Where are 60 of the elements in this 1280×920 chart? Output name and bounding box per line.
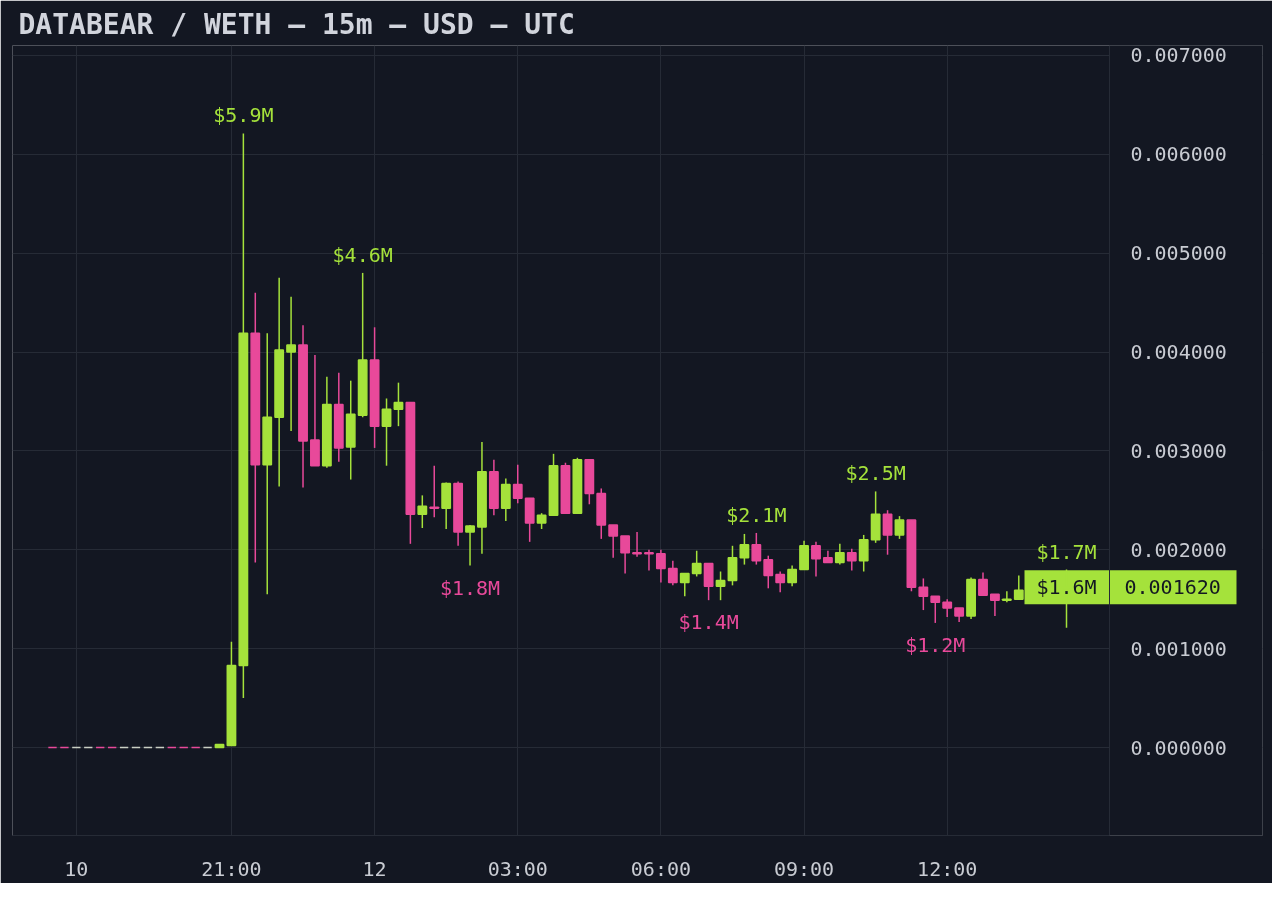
candlestick	[667, 559, 678, 587]
candlestick	[381, 397, 392, 467]
annotation: $4.6M	[332, 242, 393, 267]
candlestick	[882, 509, 893, 556]
candlestick	[655, 549, 666, 584]
candlestick	[644, 549, 654, 572]
x-tick-label: 09:00	[773, 856, 835, 881]
candlestick	[620, 535, 631, 575]
x-tick-label: 03:00	[487, 856, 548, 881]
candlestick	[691, 549, 702, 578]
candlestick	[834, 543, 845, 566]
annotation: $5.9M	[213, 103, 274, 128]
candlestick	[799, 540, 809, 571]
annotation: $1.2M	[905, 632, 966, 657]
annotation: $1.4M	[678, 610, 739, 635]
y-tick-label: 0.004000	[1130, 340, 1227, 365]
candlestick	[978, 571, 988, 596]
candlestick	[894, 515, 905, 540]
candlestick	[739, 533, 750, 566]
candlestick	[787, 564, 798, 588]
candlestick	[632, 531, 642, 558]
candlestick	[775, 570, 786, 594]
y-tick-label: 0.002000	[1130, 537, 1227, 562]
candlestick	[608, 524, 619, 559]
chart-title: DATABEAR / WETH — 15m — USD — UTC	[18, 7, 575, 41]
y-tick-label: 0.007000	[1130, 43, 1227, 68]
x-tick-label: 12:00	[917, 856, 978, 881]
candlestick	[1001, 590, 1012, 603]
candlestick	[846, 548, 857, 572]
y-tick-label: 0.001000	[1130, 636, 1227, 661]
candlestick	[512, 463, 523, 505]
candlestick	[417, 494, 428, 529]
candlestick	[763, 554, 774, 590]
candlestick	[930, 595, 941, 624]
candlestick	[811, 541, 821, 578]
x-tick-label: 12	[362, 856, 387, 881]
annotation: $1.7M	[1036, 539, 1097, 564]
candlestick	[858, 534, 869, 573]
x-tick-label: 21:00	[201, 856, 262, 881]
y-tick-label: 0.003000	[1130, 438, 1227, 463]
x-tick-label: 06:00	[630, 856, 692, 881]
candlestick	[429, 464, 440, 518]
candlestick	[500, 477, 511, 522]
x-tick-label: 10	[64, 856, 89, 881]
candlestick	[465, 524, 475, 567]
y-tick-label: 0.006000	[1130, 142, 1227, 167]
candlestick	[679, 572, 690, 597]
y-tick-label: 0.005000	[1130, 241, 1227, 266]
candlestick	[751, 532, 762, 566]
candlestick	[918, 577, 929, 611]
candlestick	[703, 562, 714, 601]
candlestick	[727, 545, 738, 587]
ref-line-label: 0.001620	[1124, 575, 1221, 600]
annotation: $2.1M	[726, 502, 787, 527]
annotation: $1.6M	[1036, 575, 1097, 600]
y-tick-label: 0.000000	[1130, 735, 1227, 760]
candlestick	[286, 295, 297, 432]
annotation: $2.5M	[845, 461, 906, 486]
annotation: $1.8M	[439, 575, 501, 600]
candlestick	[990, 593, 1000, 617]
